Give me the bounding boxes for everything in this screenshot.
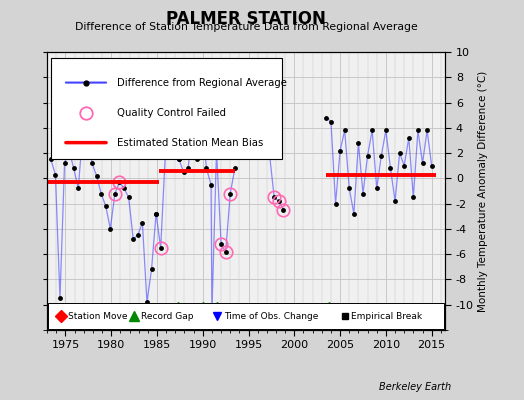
FancyBboxPatch shape	[48, 304, 444, 329]
Text: Berkeley Earth: Berkeley Earth	[378, 382, 451, 392]
Text: Station Move: Station Move	[68, 312, 128, 321]
Text: Record Gap: Record Gap	[141, 312, 194, 321]
Text: Difference of Station Temperature Data from Regional Average: Difference of Station Temperature Data f…	[75, 22, 418, 32]
Text: PALMER STATION: PALMER STATION	[166, 10, 326, 28]
Y-axis label: Monthly Temperature Anomaly Difference (°C): Monthly Temperature Anomaly Difference (…	[478, 70, 488, 312]
Text: Difference from Regional Average: Difference from Regional Average	[117, 78, 287, 88]
Text: Time of Obs. Change: Time of Obs. Change	[224, 312, 318, 321]
FancyBboxPatch shape	[51, 58, 282, 159]
Text: Quality Control Failed: Quality Control Failed	[117, 108, 226, 118]
Text: Empirical Break: Empirical Break	[351, 312, 422, 321]
Text: Estimated Station Mean Bias: Estimated Station Mean Bias	[117, 138, 263, 148]
